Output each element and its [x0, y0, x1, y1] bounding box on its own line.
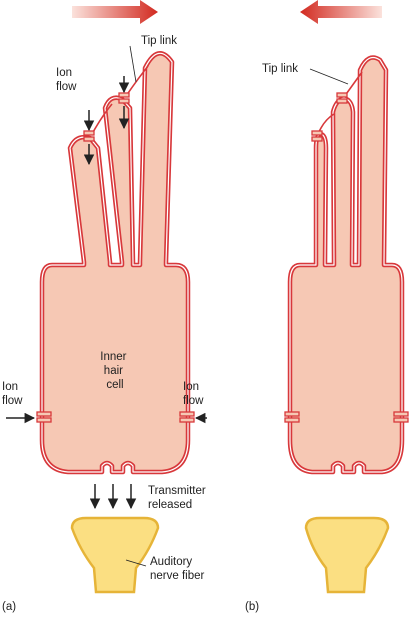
cell-label-line-2: hair — [104, 365, 123, 377]
ion-channel-left-side — [36, 411, 52, 423]
tip-link-label-a: Tip link — [141, 35, 177, 47]
transmitter-line-2: released — [148, 499, 192, 511]
ion-flow-right-label: Ion flow — [183, 381, 204, 407]
inner-hair-cell-label: Inner hair cell — [100, 351, 129, 391]
panel-b-label: (b) — [245, 601, 259, 613]
inner-hair-cell-membrane-inner — [41, 52, 189, 473]
panel-a-label: (a) — [2, 601, 16, 613]
tip-link-leader-b — [309, 68, 349, 85]
panel-a: Tip link Ion flow Inner hair cell Ion fl… — [2, 0, 209, 613]
motion-arrow-left-icon — [300, 0, 382, 24]
motion-arrow-right-icon — [72, 0, 158, 24]
ion-channel-b-upper — [336, 92, 348, 104]
tip-link-leader-a — [129, 45, 137, 83]
ion-channel-b-left-side — [284, 411, 300, 423]
ion-flow-left-line-1: Ion — [2, 381, 18, 393]
auditory-nerve-fiber-b — [304, 516, 390, 594]
nerve-line-2: nerve fiber — [150, 570, 205, 582]
ion-channel-b-right-side — [393, 411, 409, 423]
hair-cell-b-membrane-inner — [289, 57, 403, 473]
nerve-leader — [125, 559, 147, 567]
transmitter-label: Transmitter released — [148, 485, 209, 511]
ion-channel-b-lower — [311, 130, 323, 142]
nerve-label: Auditory nerve fiber — [150, 556, 205, 582]
ion-channel-right-side — [179, 411, 195, 423]
cell-label-line-1: Inner — [100, 351, 126, 363]
panel-b: Tip link (b) — [245, 0, 409, 613]
ion-flow-left-line-2: flow — [2, 395, 23, 407]
ion-flow-right-line-1: Ion — [183, 381, 199, 393]
tip-link-label-b: Tip link — [262, 63, 298, 75]
auditory-nerve-fiber — [70, 516, 160, 594]
ion-flow-right-line-2: flow — [183, 395, 204, 407]
ion-flow-left-label: Ion flow — [2, 381, 23, 407]
ion-flow-top-line-2: flow — [56, 81, 77, 93]
cell-label-line-3: cell — [106, 379, 123, 391]
ion-flow-top-label: Ion flow — [56, 67, 77, 93]
ion-flow-top-line-1: Ion — [56, 67, 72, 79]
transmitter-line-1: Transmitter — [148, 485, 206, 497]
nerve-line-1: Auditory — [150, 556, 192, 568]
